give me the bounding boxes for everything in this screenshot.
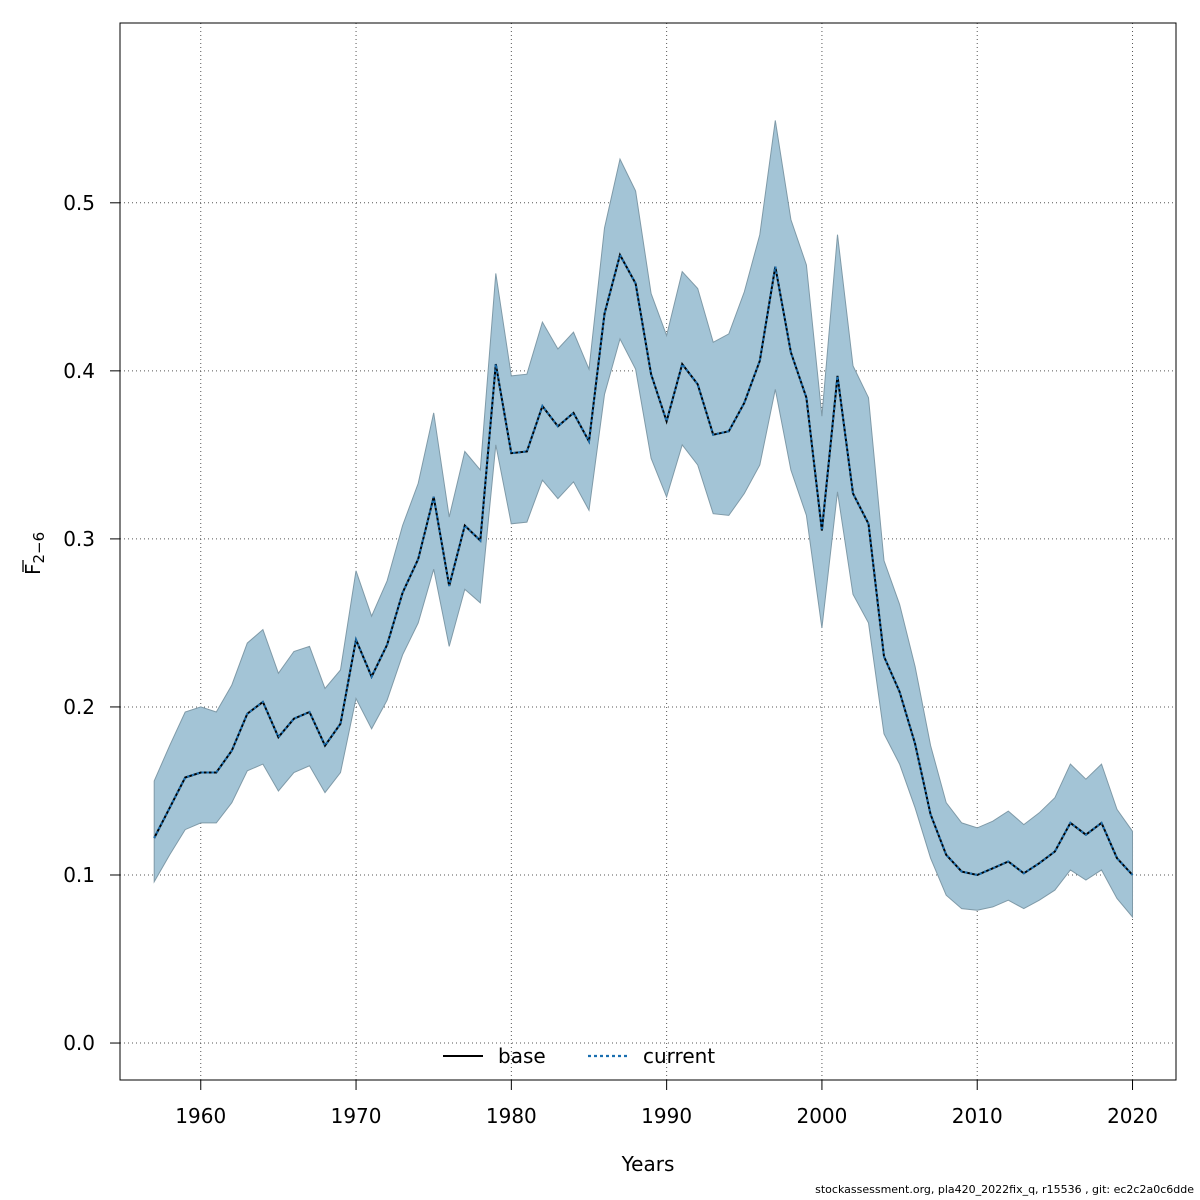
y-tick-label: 0.3 xyxy=(63,527,95,551)
y-axis-title-subscript: 2−6 xyxy=(30,532,48,564)
x-tick-label: 1990 xyxy=(641,1104,692,1128)
legend-base-label: base xyxy=(498,1044,546,1068)
svg-text:F2−6: F2−6 xyxy=(21,532,48,575)
x-tick-label: 1960 xyxy=(175,1104,226,1128)
x-tick-label: 1980 xyxy=(486,1104,537,1128)
y-tick-label: 0.4 xyxy=(63,359,95,383)
y-tick-label: 0.0 xyxy=(63,1031,95,1055)
y-tick-label: 0.2 xyxy=(63,695,95,719)
y-axis-title: F2−6 xyxy=(21,532,48,575)
series-lines xyxy=(153,252,1134,877)
y-tick-label: 0.5 xyxy=(63,191,95,215)
confidence-band-area xyxy=(153,120,1133,919)
x-tick-label: 2010 xyxy=(952,1104,1003,1128)
plot-frame xyxy=(119,22,1177,1081)
footer-note: stockassessment.org, pla420_2022fix_q, r… xyxy=(815,1183,1194,1196)
x-tick-label: 2000 xyxy=(796,1104,847,1128)
y-axis-title-main: F xyxy=(21,563,45,575)
x-tick-label: 2020 xyxy=(1107,1104,1158,1128)
confidence-band xyxy=(153,120,1133,919)
x-tick-label: 1970 xyxy=(331,1104,382,1128)
y-tick-label: 0.1 xyxy=(63,863,95,887)
y-axis: 0.0 0.1 0.2 0.3 0.4 0.5 xyxy=(63,191,120,1055)
x-axis-title: Years xyxy=(621,1152,675,1176)
legend: base current xyxy=(443,1044,715,1068)
legend-current-label: current xyxy=(643,1044,715,1068)
series-base-line xyxy=(153,252,1134,877)
x-axis: 1960 1970 1980 1990 2000 2010 2020 xyxy=(175,1080,1158,1128)
